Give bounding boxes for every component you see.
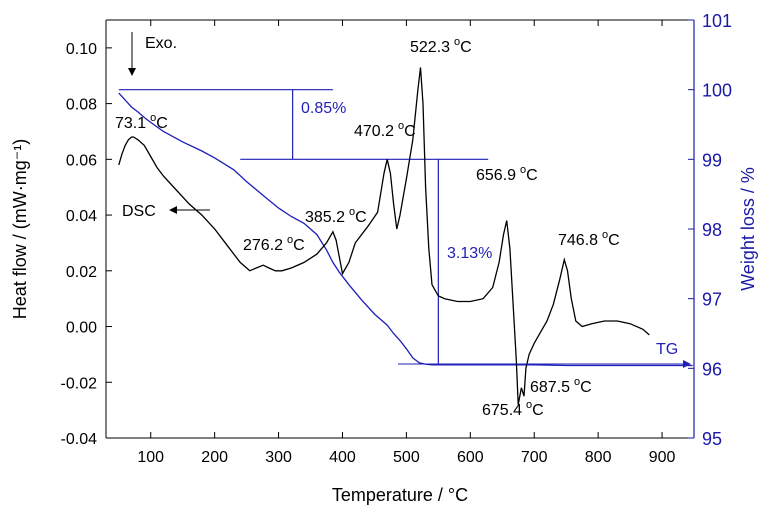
y-left-tick-label: 0.04 [66, 208, 97, 225]
x-axis-title: Temperature / °C [332, 485, 468, 505]
peak-label-687: 687.5 oC [530, 376, 592, 396]
peak-label-747: 746.8 oC [558, 229, 620, 249]
y-left-tick-label: 0.06 [66, 152, 97, 169]
x-tick-label: 500 [393, 449, 420, 466]
y-right-tick-label: 98 [702, 220, 722, 240]
y-right-tick-label: 100 [702, 81, 732, 101]
tg-series-label: TG [656, 341, 678, 358]
peak-label-522: 522.3 oC [410, 36, 472, 56]
y-left-tick-label: -0.04 [61, 431, 98, 448]
y-left-tick-label: -0.02 [61, 375, 98, 392]
tg-series-line [118, 92, 693, 367]
peak-label-470: 470.2 oC [354, 120, 416, 140]
peak-label-675: 675.4 oC [482, 399, 544, 419]
dsc-series-line [118, 67, 650, 405]
x-tick-label: 700 [521, 449, 548, 466]
x-tick-label: 900 [649, 449, 676, 466]
y-right-tick-label: 96 [702, 359, 722, 379]
peak-label-385: 385.2 oC [305, 206, 367, 226]
x-tick-label: 600 [457, 449, 484, 466]
x-tick-label: 400 [329, 449, 356, 466]
y-left-tick-label: 0.00 [66, 320, 97, 337]
y-right-tick-label: 101 [702, 11, 732, 31]
x-tick-label: 100 [137, 449, 164, 466]
x-tick-label: 800 [585, 449, 612, 466]
dsc-series-label: DSC [122, 203, 156, 220]
y-right-tick-label: 95 [702, 429, 722, 449]
exo-label: Exo. [145, 35, 177, 52]
peak-label-73: 73.1 oC [115, 112, 168, 132]
y-left-tick-label: 0.08 [66, 97, 97, 114]
weight-loss-label-1: 0.85% [301, 100, 346, 117]
left-axis-title: Heat flow / (mW·mg⁻¹) [10, 139, 30, 320]
y-right-tick-label: 97 [702, 290, 722, 310]
y-left-tick-label: 0.10 [66, 41, 97, 58]
y-right-tick-label: 99 [702, 150, 722, 170]
x-tick-label: 200 [201, 449, 228, 466]
right-axis-title: Weight loss / % [738, 167, 758, 291]
x-tick-label: 300 [265, 449, 292, 466]
y-left-tick-label: 0.02 [66, 264, 97, 281]
peak-label-276: 276.2 oC [243, 234, 305, 254]
weight-loss-label-2: 3.13% [447, 245, 492, 262]
peak-label-657: 656.9 oC [476, 164, 538, 184]
